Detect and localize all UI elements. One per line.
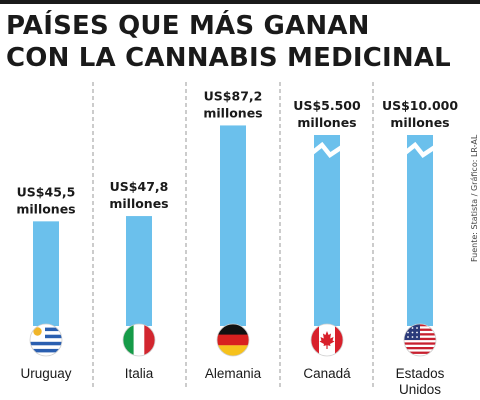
title-line-1: PAÍSES QUE MÁS GANAN: [6, 11, 370, 41]
value-label: millones: [297, 115, 356, 130]
title-line-2: CON LA CANNABIS MEDICINAL: [6, 43, 451, 73]
value-label: US$5.500: [293, 98, 361, 113]
chart-title: PAÍSES QUE MÁS GANAN CON LA CANNABIS MED…: [6, 10, 476, 74]
canada-flag-icon: [310, 323, 344, 357]
germany-flag-icon: [216, 323, 250, 357]
value-label: millones: [109, 196, 168, 211]
value-label: US$10.000: [382, 98, 458, 113]
value-label: US$47,8: [110, 179, 169, 194]
value-label: millones: [203, 105, 262, 120]
category-label: Estados: [396, 366, 445, 381]
axis-break-mark: [310, 141, 344, 159]
italy-flag-icon: [122, 323, 156, 357]
bar: [33, 221, 59, 326]
bar: [407, 135, 433, 326]
category-label: Unidos: [399, 382, 441, 397]
bar: [126, 216, 152, 326]
category-label: Uruguay: [20, 366, 71, 381]
bar: [220, 125, 246, 326]
bar: [314, 135, 340, 326]
top-rule: [0, 0, 480, 4]
usa-flag-icon: [403, 323, 437, 357]
value-label: US$45,5: [17, 184, 76, 199]
value-label: millones: [390, 115, 449, 130]
category-label: Canadá: [303, 366, 351, 381]
value-label: US$87,2: [204, 88, 263, 103]
source-note: Fuente: Statista / Gráfico: LR-AL: [470, 134, 479, 262]
axis-break-mark: [403, 141, 437, 159]
category-label: Alemania: [205, 366, 262, 381]
category-label: Italia: [125, 366, 154, 381]
uruguay-flag-icon: [29, 323, 63, 357]
value-label: millones: [16, 201, 75, 216]
